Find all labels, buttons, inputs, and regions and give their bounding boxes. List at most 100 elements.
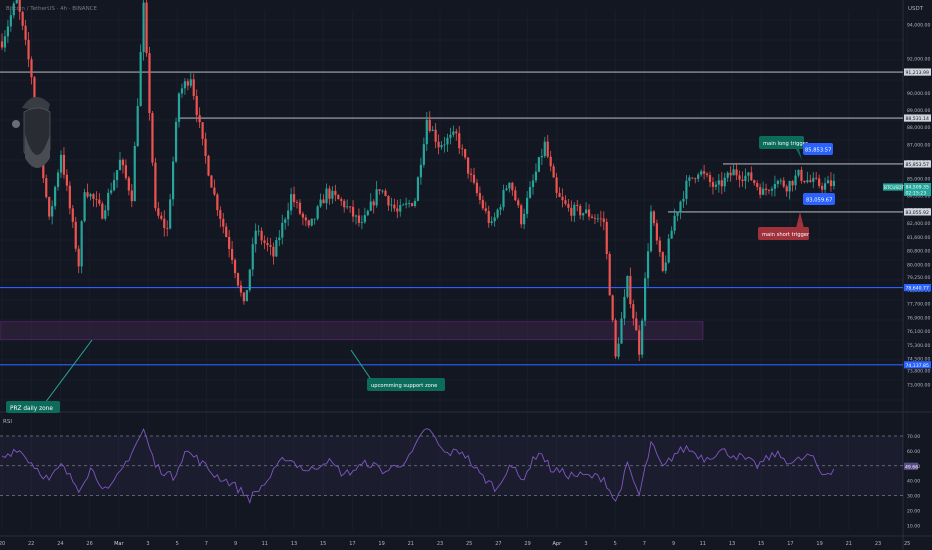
candle-body bbox=[405, 203, 408, 205]
time-tick-label: 5 bbox=[176, 541, 179, 547]
time-tick-label: 21 bbox=[408, 541, 414, 547]
candle-body bbox=[48, 197, 51, 217]
candle-body bbox=[425, 119, 428, 145]
candle-body bbox=[322, 199, 325, 204]
candle-body bbox=[340, 199, 343, 201]
candle-body bbox=[431, 129, 434, 131]
price-tick-label: 73,800.00 bbox=[907, 369, 930, 375]
candle-body bbox=[295, 202, 299, 203]
time-tick-label: 5 bbox=[614, 541, 617, 547]
price-tick-label: 92,000.00 bbox=[907, 57, 930, 63]
candle-body bbox=[502, 190, 505, 208]
rsi-tick-label: 40.00 bbox=[907, 479, 920, 485]
candle-body bbox=[440, 145, 443, 148]
candle-body bbox=[349, 206, 352, 208]
candle-body bbox=[667, 238, 670, 263]
candle-body bbox=[815, 177, 818, 179]
candle-body bbox=[33, 77, 36, 103]
candle-body bbox=[408, 203, 411, 204]
candle-body bbox=[366, 210, 369, 216]
candle-body bbox=[452, 131, 455, 135]
candle-body bbox=[115, 170, 119, 181]
long-trigger-bg bbox=[759, 136, 804, 149]
candle-body bbox=[794, 175, 797, 186]
tag-78-bg bbox=[904, 284, 931, 292]
candle-body bbox=[732, 169, 735, 176]
support-label-bg bbox=[367, 378, 445, 391]
candle-body bbox=[759, 187, 762, 195]
price-tick-label: 77,700.00 bbox=[907, 302, 930, 308]
candle-body bbox=[307, 220, 310, 226]
candle-body bbox=[809, 180, 812, 182]
candle-body bbox=[387, 195, 390, 206]
candle-body bbox=[390, 204, 393, 206]
time-tick-label: 23 bbox=[875, 541, 881, 547]
candle-body bbox=[399, 205, 402, 212]
candle-body bbox=[86, 192, 89, 197]
candle-body bbox=[593, 217, 597, 219]
candle-body bbox=[661, 252, 664, 271]
candle-body bbox=[166, 227, 169, 229]
candle-body bbox=[552, 166, 555, 178]
candle-body bbox=[242, 292, 245, 302]
candle-body bbox=[248, 269, 251, 291]
candle-body bbox=[163, 218, 166, 228]
candle-body bbox=[582, 213, 585, 216]
candle-body bbox=[782, 180, 785, 187]
candle-body bbox=[89, 194, 92, 197]
candle-body bbox=[107, 192, 110, 211]
candle-body bbox=[71, 208, 74, 222]
candle-body bbox=[157, 208, 160, 216]
candle-body bbox=[717, 180, 720, 185]
candle-body bbox=[747, 172, 750, 176]
candle-body bbox=[160, 215, 163, 219]
price-tick-label: 88,000.00 bbox=[907, 125, 930, 131]
candle-body bbox=[334, 190, 337, 195]
candle-body bbox=[113, 180, 116, 191]
candle-body bbox=[319, 199, 322, 207]
candle-body bbox=[646, 251, 650, 279]
candle-body bbox=[27, 39, 30, 60]
candle-body bbox=[511, 182, 514, 191]
candle-body bbox=[629, 275, 632, 305]
price-tick-label: 87,000.00 bbox=[907, 142, 930, 148]
candle-body bbox=[800, 169, 803, 181]
candle-body bbox=[77, 248, 80, 267]
candle-body bbox=[281, 222, 284, 238]
time-tick-label: 3 bbox=[146, 541, 149, 547]
candle-body bbox=[531, 180, 535, 188]
candle-body bbox=[337, 194, 340, 200]
prz-label: PRZ daily zone bbox=[10, 406, 53, 412]
candle-body bbox=[773, 184, 776, 189]
time-tick-label: 17 bbox=[349, 541, 355, 547]
candle-body bbox=[402, 204, 405, 206]
tag-74-bg bbox=[904, 361, 931, 369]
candle-body bbox=[118, 159, 122, 171]
price-tick-label: 89,000.00 bbox=[907, 108, 930, 114]
candle-body bbox=[520, 205, 523, 225]
long-price-label: 85,853.57 bbox=[805, 148, 831, 154]
rsi-tick-label: 30.00 bbox=[907, 494, 920, 500]
candle-body bbox=[83, 192, 86, 222]
candle-body bbox=[416, 177, 420, 201]
candle-body bbox=[101, 203, 104, 219]
candle-body bbox=[213, 187, 216, 195]
candle-body bbox=[614, 320, 617, 357]
candle-body bbox=[561, 196, 564, 201]
candle-body bbox=[664, 262, 667, 271]
candle-body bbox=[714, 184, 717, 187]
time-tick-label: 11 bbox=[262, 541, 268, 547]
candle-body bbox=[705, 173, 709, 176]
candle-body bbox=[351, 206, 355, 217]
price-tick-label: 76,100.00 bbox=[907, 329, 930, 335]
candle-body bbox=[121, 159, 125, 166]
candle-body bbox=[287, 210, 290, 220]
candle-body bbox=[384, 190, 387, 196]
candle-body bbox=[65, 174, 68, 186]
candle-body bbox=[254, 230, 257, 245]
time-tick-label: 25 bbox=[466, 541, 472, 547]
candle-body bbox=[505, 188, 508, 191]
